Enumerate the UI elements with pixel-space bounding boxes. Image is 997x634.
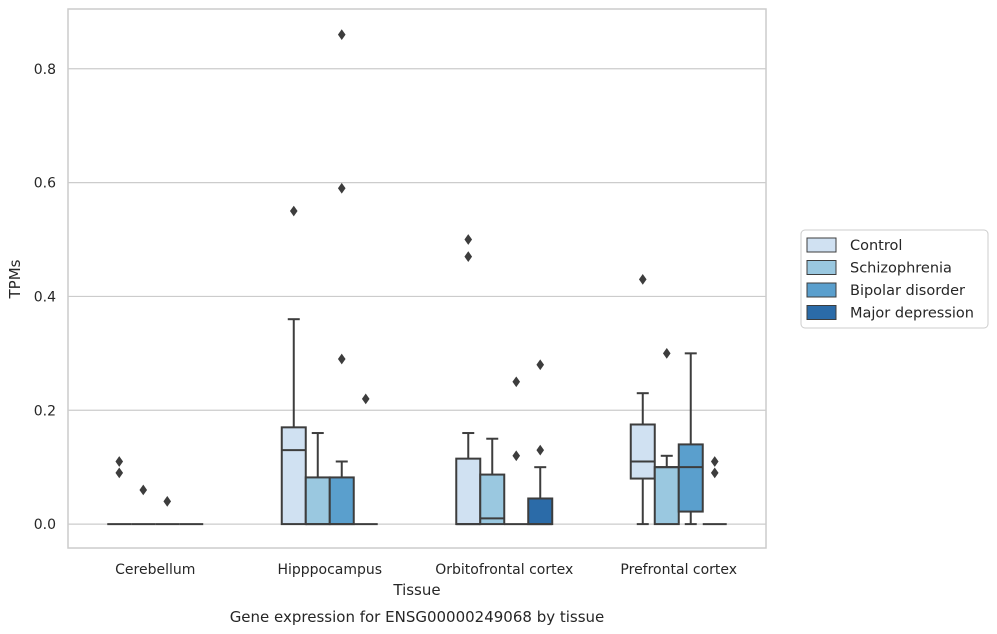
box-body xyxy=(455,457,482,526)
y-tick-label: 0.6 xyxy=(34,176,56,192)
outlier-point xyxy=(289,205,298,217)
y-axis-label: TPMs xyxy=(6,259,24,299)
legend-frame xyxy=(800,229,989,329)
x-tick-label: Hipppocampus xyxy=(277,562,382,578)
box-body xyxy=(629,423,656,480)
outlier-point xyxy=(662,347,671,359)
outlier-point xyxy=(337,353,346,365)
outlier-point xyxy=(638,273,647,285)
box-3-2 xyxy=(677,352,704,526)
legend-label: Major depression xyxy=(850,306,974,322)
box-2-0 xyxy=(455,234,482,526)
legend-label: Control xyxy=(850,238,902,254)
outlier-point xyxy=(710,467,719,479)
x-tick-labels: Cerebellum Hipppocampus Orbitofrontal cort… xyxy=(115,562,737,578)
y-tick-label: 0.0 xyxy=(34,517,56,533)
x-tick-label: Orbitofrontal cortex xyxy=(435,562,573,578)
plot-frame xyxy=(67,8,767,549)
box-1-3 xyxy=(353,393,378,526)
outlier-point xyxy=(361,393,370,405)
y-tick-label: 0.4 xyxy=(34,289,56,305)
y-tick-label: 0.2 xyxy=(34,403,56,419)
y-tick-labels: 0.0 0.2 0.4 0.6 0.8 xyxy=(34,62,56,533)
box-0-0 xyxy=(107,456,132,526)
box-1-0 xyxy=(280,205,307,526)
outlier-point xyxy=(115,456,124,467)
outlier-point xyxy=(512,450,521,462)
box-1-2 xyxy=(328,29,355,526)
outlier-point xyxy=(536,359,545,371)
legend-label: Schizophrenia xyxy=(850,261,952,277)
box-body xyxy=(328,476,355,526)
legend-swatch xyxy=(806,305,837,320)
legend: Control Schizophrenia Bipolar disorder Majo… xyxy=(800,229,989,329)
chart-caption: Gene expression for ENSG00000249068 by t… xyxy=(230,608,605,626)
box-body xyxy=(527,497,554,526)
outlier-point xyxy=(115,467,124,479)
outlier-point xyxy=(512,376,521,388)
box-body xyxy=(653,466,680,526)
outlier-point xyxy=(536,444,545,456)
box-groups xyxy=(107,29,727,526)
outlier-point xyxy=(710,456,719,467)
box-2-1 xyxy=(479,437,506,526)
outlier-point xyxy=(464,251,473,262)
box-0-2 xyxy=(155,495,180,526)
box-body xyxy=(304,476,331,526)
box-3-1 xyxy=(653,347,680,526)
outlier-point xyxy=(337,29,346,40)
legend-swatch xyxy=(806,237,837,253)
outlier-point xyxy=(139,484,148,496)
box-body xyxy=(677,443,704,513)
legend-label: Bipolar disorder xyxy=(850,283,965,299)
box-body xyxy=(280,426,307,526)
box-3-3 xyxy=(702,456,727,526)
box-2-3 xyxy=(527,359,554,526)
outlier-point xyxy=(464,234,473,245)
box-body xyxy=(479,473,506,526)
outlier-point xyxy=(163,495,172,507)
x-tick-label: Prefrontal cortex xyxy=(620,562,737,578)
box-2-2 xyxy=(504,376,529,526)
box-0-1 xyxy=(131,484,156,526)
x-axis-label: Tissue xyxy=(392,581,440,599)
legend-swatch xyxy=(806,282,837,298)
legend-swatch xyxy=(806,260,837,275)
box-3-0 xyxy=(629,273,656,526)
x-tick-label: Cerebellum xyxy=(115,562,195,578)
outlier-point xyxy=(337,182,346,194)
y-tick-label: 0.8 xyxy=(34,62,56,78)
